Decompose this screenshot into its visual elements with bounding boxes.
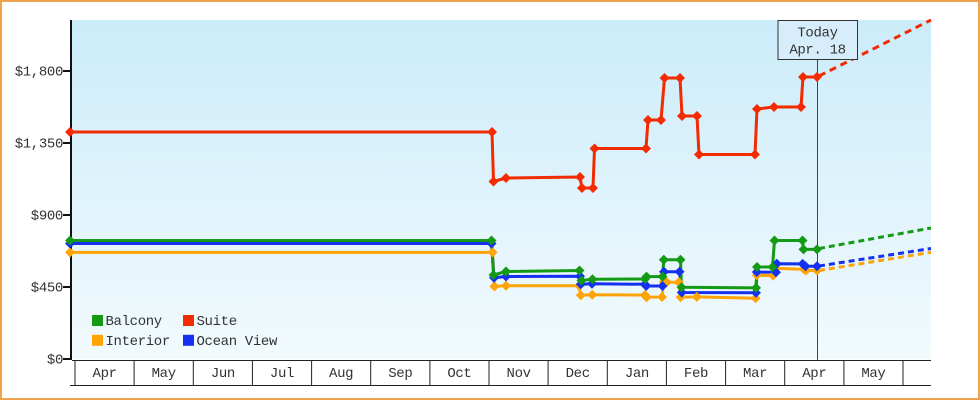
svg-text:May: May: [861, 366, 885, 382]
svg-text:Oct: Oct: [447, 366, 471, 382]
svg-text:Sep: Sep: [388, 366, 412, 382]
svg-text:$1,800: $1,800: [15, 65, 63, 81]
svg-text:Apr: Apr: [93, 366, 117, 382]
svg-text:Mar: Mar: [743, 366, 767, 382]
svg-text:Balcony: Balcony: [106, 314, 162, 330]
svg-text:Ocean View: Ocean View: [197, 334, 278, 350]
svg-text:$450: $450: [31, 281, 63, 297]
svg-text:Apr: Apr: [802, 366, 826, 382]
svg-text:Jun: Jun: [211, 366, 235, 382]
svg-text:Jan: Jan: [625, 366, 649, 382]
svg-text:Dec: Dec: [566, 366, 590, 382]
svg-text:$900: $900: [31, 209, 63, 225]
svg-text:Feb: Feb: [684, 366, 708, 382]
svg-text:Nov: Nov: [507, 366, 531, 382]
svg-text:Today: Today: [797, 26, 837, 42]
svg-text:May: May: [152, 366, 176, 382]
svg-text:Apr. 18: Apr. 18: [789, 43, 845, 59]
svg-text:Jul: Jul: [270, 366, 294, 382]
svg-text:Aug: Aug: [329, 366, 353, 382]
svg-text:$0: $0: [47, 353, 63, 369]
svg-text:Interior: Interior: [106, 334, 170, 350]
svg-text:Suite: Suite: [197, 314, 237, 330]
svg-text:$1,350: $1,350: [15, 137, 63, 153]
